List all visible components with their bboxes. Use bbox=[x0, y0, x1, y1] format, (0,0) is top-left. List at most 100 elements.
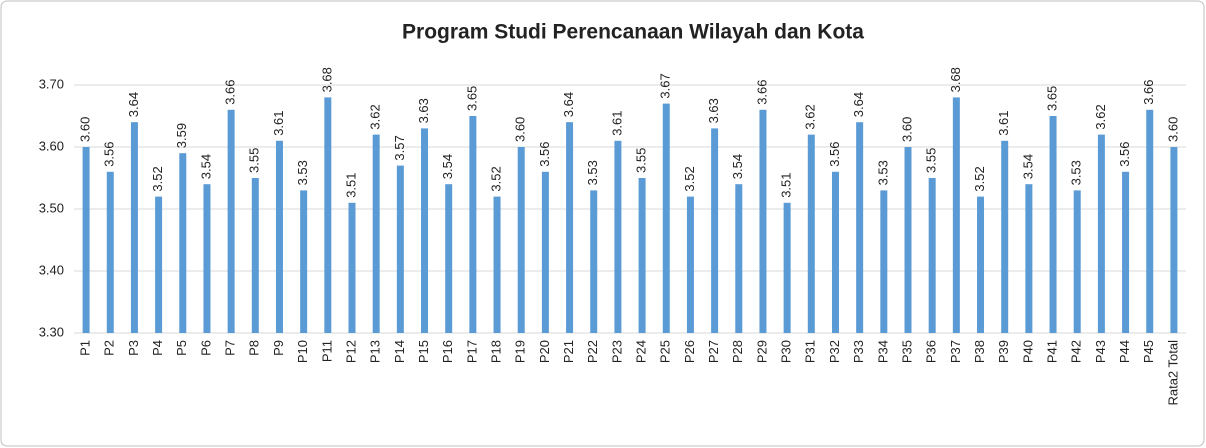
bar bbox=[807, 134, 815, 333]
value-label: 3.52 bbox=[682, 166, 697, 191]
x-tick-label: P42 bbox=[1069, 340, 1084, 363]
x-tick-label: P18 bbox=[488, 340, 503, 363]
x-tick-label: P7 bbox=[223, 340, 238, 356]
x-tick-label: P34 bbox=[875, 340, 890, 363]
bar bbox=[928, 178, 936, 333]
value-label: 3.53 bbox=[875, 160, 890, 185]
x-tick-label: P35 bbox=[899, 340, 914, 363]
value-label: 3.56 bbox=[102, 141, 117, 166]
value-label: 3.51 bbox=[779, 172, 794, 197]
value-label: 3.66 bbox=[1141, 79, 1156, 104]
bar bbox=[1049, 116, 1057, 333]
bar bbox=[686, 196, 694, 333]
y-tick-label: 3.40 bbox=[39, 262, 64, 277]
bar bbox=[566, 122, 574, 333]
bar bbox=[614, 140, 622, 333]
bar bbox=[638, 178, 646, 333]
value-label: 3.60 bbox=[513, 117, 528, 142]
bar bbox=[227, 109, 235, 333]
bar bbox=[493, 196, 501, 333]
x-tick-label: P44 bbox=[1117, 340, 1132, 363]
value-label: 3.54 bbox=[730, 154, 745, 179]
x-tick-label: Rata2 Total bbox=[1165, 340, 1180, 406]
x-tick-label: P24 bbox=[634, 340, 649, 363]
bar bbox=[977, 196, 985, 333]
value-label: 3.65 bbox=[464, 86, 479, 111]
bar bbox=[517, 147, 525, 333]
bar bbox=[831, 171, 839, 333]
value-label: 3.68 bbox=[948, 67, 963, 92]
bar bbox=[856, 122, 864, 333]
bar bbox=[348, 202, 356, 333]
x-tick-label: P19 bbox=[513, 340, 528, 363]
value-label: 3.61 bbox=[271, 110, 286, 135]
x-tick-label: P3 bbox=[126, 340, 141, 356]
x-tick-label: P31 bbox=[803, 340, 818, 363]
value-label: 3.52 bbox=[150, 166, 165, 191]
value-label: 3.52 bbox=[488, 166, 503, 191]
x-tick-label: P45 bbox=[1141, 340, 1156, 363]
bar bbox=[880, 190, 888, 333]
x-tick-label: P22 bbox=[585, 340, 600, 363]
y-tick-label: 3.70 bbox=[39, 76, 64, 91]
x-tick-label: P16 bbox=[440, 340, 455, 363]
x-tick-label: P39 bbox=[996, 340, 1011, 363]
x-tick-label: P4 bbox=[150, 340, 165, 356]
value-label: 3.52 bbox=[972, 166, 987, 191]
value-label: 3.61 bbox=[996, 110, 1011, 135]
x-tick-label: P2 bbox=[102, 340, 117, 356]
bar bbox=[421, 128, 429, 333]
value-label: 3.66 bbox=[223, 79, 238, 104]
x-tick-label: P21 bbox=[561, 340, 576, 363]
x-tick-label: P15 bbox=[416, 340, 431, 363]
x-tick-label: P29 bbox=[754, 340, 769, 363]
x-tick-label: P33 bbox=[851, 340, 866, 363]
x-tick-label: P40 bbox=[1020, 340, 1035, 363]
x-tick-label: P30 bbox=[779, 340, 794, 363]
value-label: 3.56 bbox=[1117, 141, 1132, 166]
bar bbox=[203, 184, 211, 333]
x-tick-label: P13 bbox=[368, 340, 383, 363]
x-tick-label: P26 bbox=[682, 340, 697, 363]
value-label: 3.64 bbox=[851, 92, 866, 117]
bar bbox=[1122, 171, 1130, 333]
bar bbox=[251, 178, 259, 333]
value-label: 3.54 bbox=[1020, 154, 1035, 179]
x-tick-label: P25 bbox=[658, 340, 673, 363]
y-tick-label: 3.30 bbox=[39, 324, 64, 339]
chart-title: Program Studi Perencanaan Wilayah dan Ko… bbox=[402, 21, 864, 44]
bar bbox=[1097, 134, 1105, 333]
value-label: 3.63 bbox=[416, 98, 431, 123]
value-label: 3.60 bbox=[1165, 117, 1180, 142]
bar bbox=[952, 97, 960, 334]
bar bbox=[396, 165, 404, 333]
x-tick-label: P28 bbox=[730, 340, 745, 363]
value-label: 3.64 bbox=[561, 92, 576, 117]
bar bbox=[590, 190, 598, 333]
bar bbox=[711, 128, 719, 333]
bar bbox=[445, 184, 453, 333]
x-tick-label: P6 bbox=[198, 340, 213, 356]
y-tick-label: 3.50 bbox=[39, 200, 64, 215]
value-label: 3.62 bbox=[803, 104, 818, 129]
x-tick-label: P41 bbox=[1044, 340, 1059, 363]
bar bbox=[106, 171, 114, 333]
bar bbox=[130, 122, 138, 333]
x-tick-label: P11 bbox=[319, 340, 334, 362]
bar bbox=[759, 109, 767, 333]
value-label: 3.60 bbox=[78, 117, 93, 142]
value-label: 3.66 bbox=[754, 79, 769, 104]
bar bbox=[469, 116, 477, 333]
x-tick-label: P32 bbox=[827, 340, 842, 363]
x-tick-label: P9 bbox=[271, 340, 286, 356]
value-label: 3.57 bbox=[392, 135, 407, 160]
value-label: 3.60 bbox=[899, 117, 914, 142]
value-label: 3.56 bbox=[537, 141, 552, 166]
value-label: 3.53 bbox=[585, 160, 600, 185]
x-tick-label: P37 bbox=[948, 340, 963, 363]
x-tick-label: P38 bbox=[972, 340, 987, 363]
bar bbox=[1170, 147, 1178, 333]
bar bbox=[155, 196, 163, 333]
